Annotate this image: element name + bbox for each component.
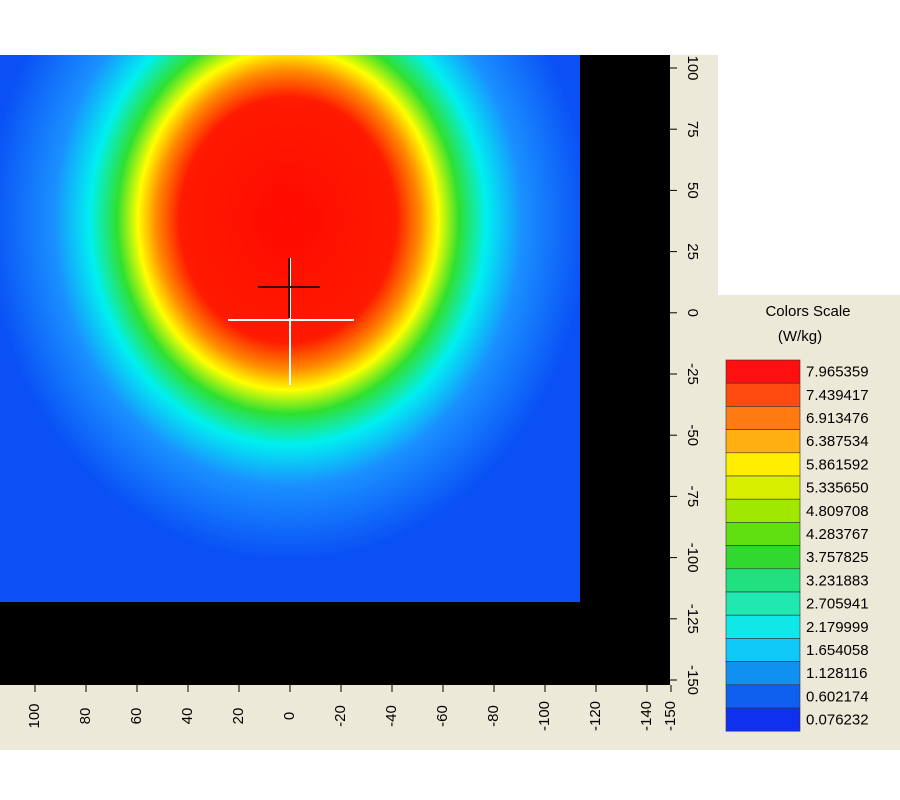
x-tick-label: 0: [281, 712, 298, 720]
legend-swatch: [725, 661, 801, 686]
legend-swatch: [725, 684, 801, 709]
legend-label: 6.913476: [806, 410, 869, 427]
legend-swatch: [725, 382, 801, 407]
crosshair: [228, 258, 354, 385]
legend-swatch: [725, 522, 801, 546]
legend-swatch: [725, 707, 801, 732]
x-tick-label: -150: [662, 701, 679, 731]
legend-swatch: [725, 545, 801, 570]
legend-label: 6.387534: [806, 433, 869, 450]
legend-label: 1.128116: [806, 665, 867, 682]
legend-swatch: [725, 406, 801, 430]
x-tick-label: -100: [536, 701, 553, 731]
y-tick-label: 25: [684, 243, 701, 260]
legend-label: 2.705941: [806, 596, 869, 613]
legend-label: 0.602174: [806, 688, 869, 705]
y-tick-label: 0: [684, 309, 701, 317]
legend-unit: (W/kg): [778, 328, 822, 345]
legend-label: 5.335650: [806, 480, 869, 497]
y-tick-label: -100: [684, 543, 701, 573]
x-tick-label: -60: [434, 705, 451, 727]
y-tick-label: -75: [684, 486, 701, 508]
legend-swatch: [725, 568, 801, 593]
legend-swatch: [725, 591, 801, 616]
legend-label: 4.283767: [806, 526, 869, 543]
legend-swatch: [725, 475, 801, 500]
legend-swatch: [725, 614, 801, 639]
x-tick-label: 20: [230, 708, 247, 725]
x-tick-label: 40: [179, 708, 196, 725]
legend-swatch: [725, 452, 801, 477]
legend-label: 1.654058: [806, 642, 869, 659]
y-tick-label: -150: [684, 665, 701, 695]
legend-label: 7.965359: [806, 364, 869, 381]
legend-label: 4.809708: [806, 503, 869, 520]
y-tick-label: -50: [684, 424, 701, 446]
y-tick-label: -125: [684, 604, 701, 634]
x-tick-label: 80: [77, 708, 94, 725]
legend-label: 3.757825: [806, 549, 869, 566]
legend-label: 5.861592: [806, 456, 869, 473]
x-tick-label: -80: [485, 705, 502, 727]
y-tick-label: -25: [684, 363, 701, 385]
legend-title: Colors Scale: [765, 303, 850, 320]
x-tick-label: -120: [587, 701, 604, 731]
legend-swatch: [725, 359, 801, 384]
x-tick-label: -40: [383, 705, 400, 727]
y-tick-label: 50: [684, 182, 701, 199]
legend-label: 2.179999: [806, 619, 869, 636]
legend-label: 7.439417: [806, 387, 869, 404]
legend-label: 0.076232: [806, 712, 869, 729]
x-tick-label: 100: [26, 703, 43, 728]
legend-swatch: [725, 498, 801, 523]
legend-swatch: [725, 638, 801, 662]
x-tick-label: 60: [128, 708, 145, 725]
legend-swatch: [725, 429, 801, 454]
x-tick-label: -20: [332, 705, 349, 727]
x-tick-label: -140: [638, 701, 655, 731]
y-tick-label: 100: [684, 55, 701, 80]
y-tick-label: 75: [684, 121, 701, 138]
legend-label: 3.231883: [806, 572, 869, 589]
